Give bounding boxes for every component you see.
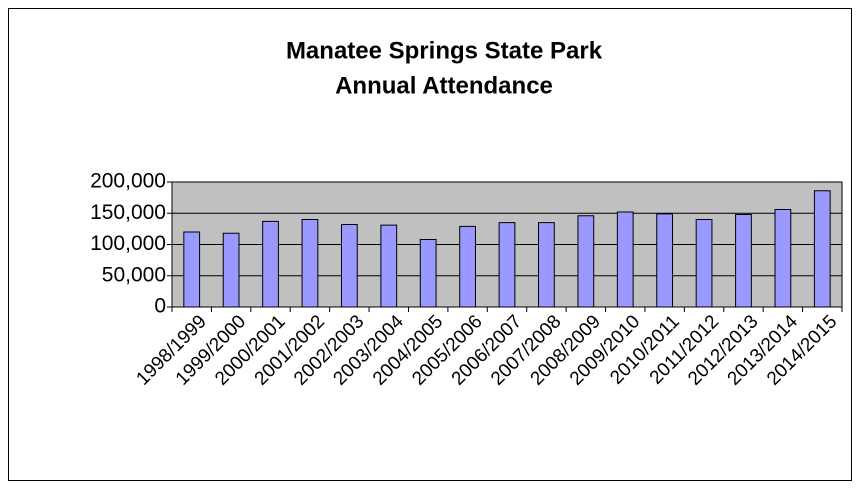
bar [735,214,752,308]
bar [183,231,201,308]
bar [301,219,319,308]
bar [380,224,398,308]
bar [538,222,555,308]
y-tick-label: 100,000 [90,232,166,255]
bar [498,222,516,308]
bar [340,224,358,308]
chart-title: Annual Attendance [335,72,553,99]
y-tick-label: 0 [154,295,166,318]
bar [222,232,240,308]
bar [656,213,674,308]
bar [577,215,595,308]
bar [262,220,279,308]
bar [695,219,713,308]
bar [813,190,831,308]
bar [419,239,437,308]
y-tick-label: 200,000 [90,170,166,193]
y-tick-label: 50,000 [102,263,166,286]
y-tick-label: 150,000 [90,201,166,224]
bar [616,211,634,308]
bar [459,225,476,308]
bar [774,209,792,308]
chart-title: Manatee Springs State Park [286,37,603,64]
